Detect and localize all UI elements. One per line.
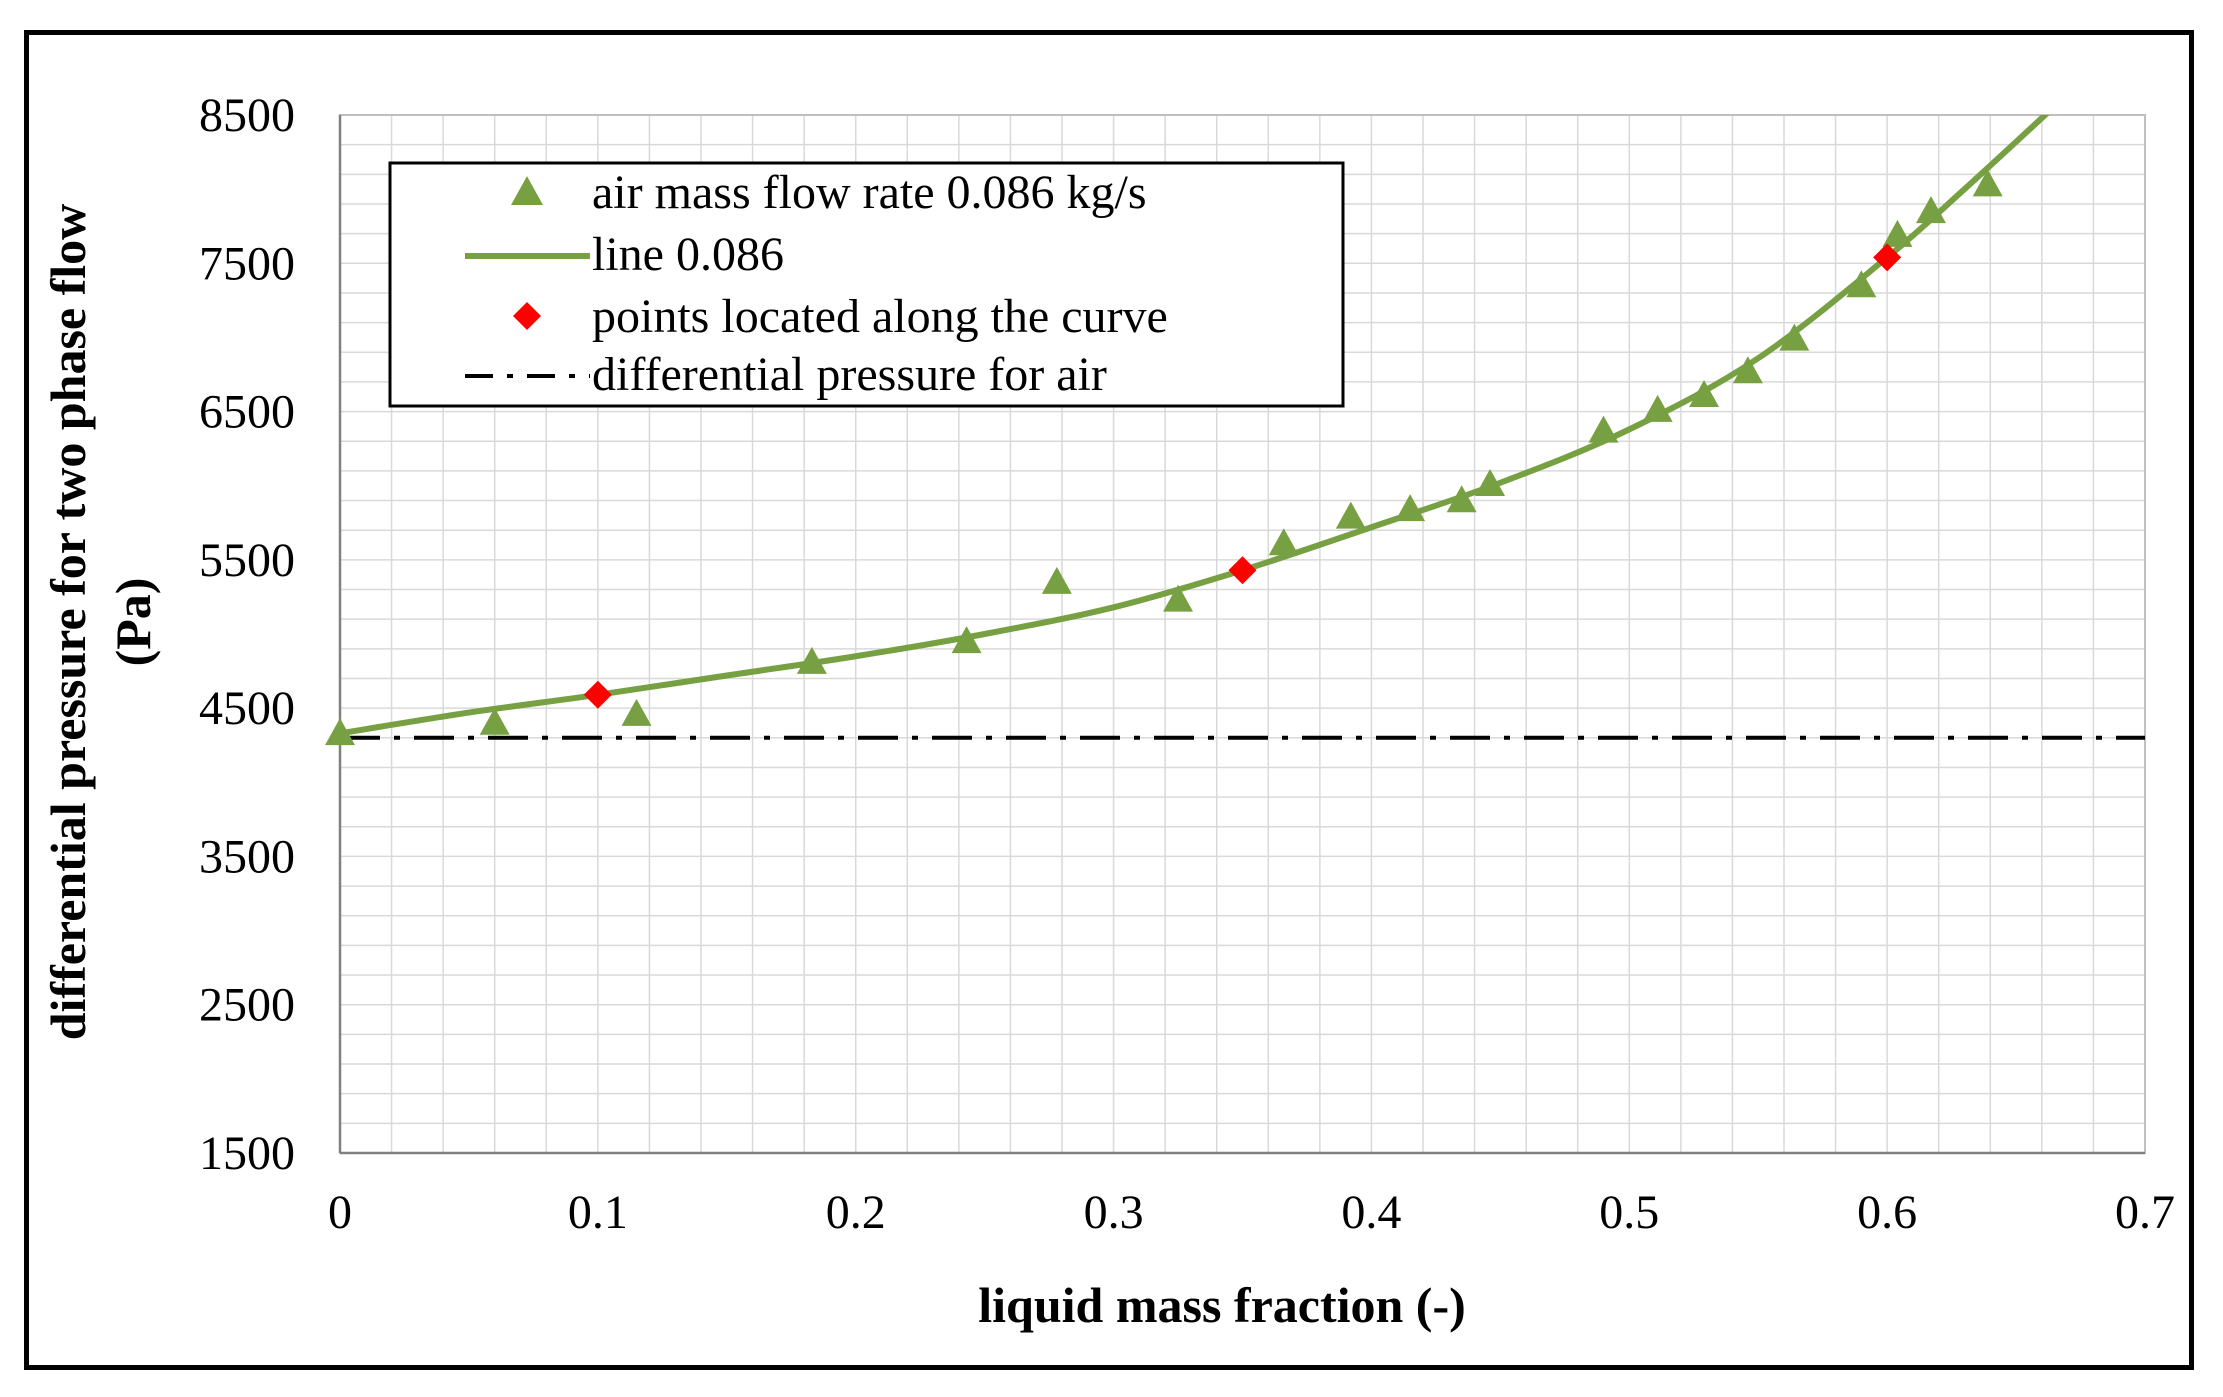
x-tick-label: 0.4 — [1341, 1186, 1401, 1239]
curve-point-diamond — [1228, 556, 1257, 585]
y-tick-label: 7500 — [199, 237, 295, 290]
legend-label-curve: line 0.086 — [592, 228, 784, 281]
data-point-triangle — [1642, 394, 1673, 422]
y-tick-label: 3500 — [199, 830, 295, 883]
x-tick-label: 0.6 — [1857, 1186, 1917, 1239]
data-point-triangle — [1779, 323, 1810, 351]
legend-box — [388, 161, 1345, 408]
legend-label-diamonds: points located along the curve — [592, 290, 1168, 343]
x-tick-label: 0.7 — [2115, 1186, 2175, 1239]
y-tick-label: 1500 — [199, 1127, 295, 1180]
y-axis-title: differential pressure for two phase flow — [40, 204, 96, 1041]
data-point-triangle — [1732, 356, 1763, 384]
data-point-triangle — [1041, 566, 1072, 594]
data-point-triangle — [479, 707, 510, 735]
plot-series — [325, 115, 2145, 746]
legend-label-triangles: air mass flow rate 0.086 kg/s — [592, 166, 1147, 219]
x-tick-label: 0.3 — [1084, 1186, 1144, 1239]
y-axis-title-unit: (Pa) — [105, 578, 161, 667]
axes — [338, 114, 2146, 1155]
curve-point-diamond — [583, 680, 612, 709]
data-point-triangle — [621, 698, 652, 726]
tick-labels: 0 0.1 0.2 0.3 0.4 0.5 0.6 0.7 1500 2500 3500 4500 55… — [199, 89, 2175, 1239]
x-tick-label: 0.2 — [826, 1186, 886, 1239]
curve-point-diamond — [1873, 243, 1902, 272]
legend: air mass flow rate 0.086 kg/s line 0.086… — [388, 161, 1345, 408]
legend-symbol-diamond — [513, 302, 541, 330]
x-tick-label: 0.1 — [568, 1186, 628, 1239]
y-tick-label: 2500 — [199, 979, 295, 1032]
y-tick-label: 4500 — [199, 682, 295, 735]
x-tick-label: 0.5 — [1599, 1186, 1659, 1239]
y-tick-label: 5500 — [199, 534, 295, 587]
x-tick-label: 0 — [328, 1186, 352, 1239]
y-tick-label: 8500 — [199, 89, 295, 142]
y-tick-label: 6500 — [199, 386, 295, 439]
data-point-triangle — [1335, 501, 1366, 529]
data-point-triangle — [1972, 169, 2003, 197]
legend-symbol-triangle — [511, 176, 543, 205]
data-point-triangle — [1268, 528, 1299, 556]
legend-label-air-line: differential pressure for air — [592, 348, 1107, 401]
data-point-triangle — [1846, 270, 1877, 298]
data-point-triangle — [1163, 584, 1194, 612]
x-axis-title: liquid mass fraction (-) — [978, 1277, 1466, 1333]
